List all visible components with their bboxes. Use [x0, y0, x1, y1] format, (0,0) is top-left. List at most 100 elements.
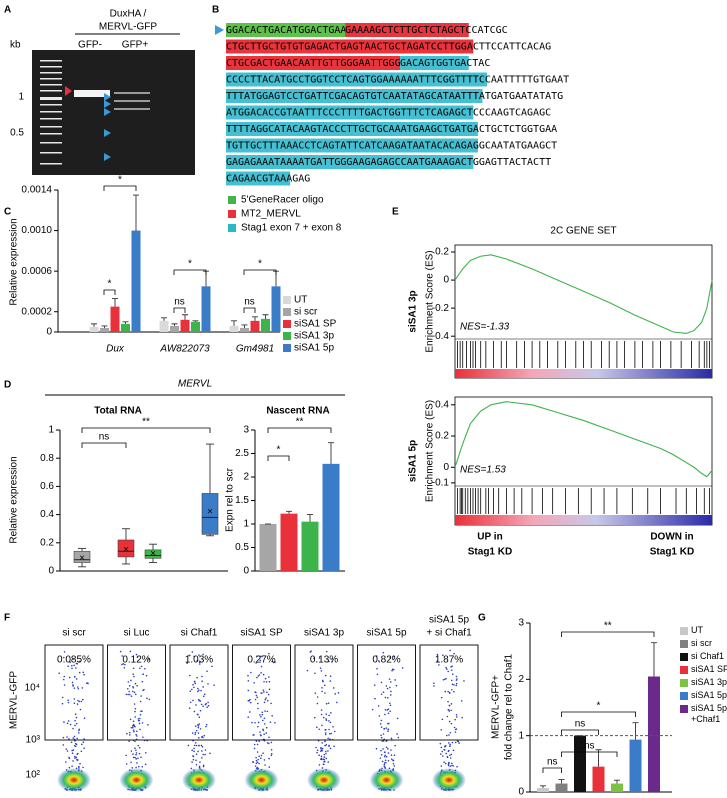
- flow-dot: [387, 728, 390, 731]
- flow-dot: [380, 681, 383, 684]
- flow-dot: [204, 703, 207, 706]
- error-bar: [540, 785, 546, 789]
- flow-gate: [169, 644, 229, 741]
- flow-label: + si Chaf1: [426, 628, 472, 639]
- flow-dot: [319, 750, 322, 752]
- flow-dot: [327, 737, 329, 740]
- flow-dot: [197, 750, 199, 753]
- flow-dot: [137, 765, 140, 768]
- flow-dot: [264, 723, 266, 725]
- error-bar: [252, 316, 258, 321]
- flow-dot: [136, 656, 139, 658]
- gsea-label: siSA1 5p: [408, 440, 419, 482]
- flow-dot: [329, 747, 332, 750]
- flow-dot: [385, 740, 388, 743]
- flow-dot: [440, 765, 443, 767]
- sequence-text: CTGCGACTGAACAATTGTTGGGAATTGGGCTGCCGACT: [226, 58, 455, 69]
- gel-lane-label: GFP+: [122, 40, 149, 51]
- flow-dot: [318, 657, 321, 659]
- flow-dot: [202, 765, 205, 768]
- flow-dot: [196, 659, 199, 662]
- legend-label: UT: [294, 295, 307, 306]
- flow-dot: [193, 744, 196, 747]
- flow-dot: [261, 713, 264, 716]
- flow-dot: [191, 688, 193, 691]
- flow-dot: [256, 655, 258, 657]
- flow-dot: [78, 671, 81, 674]
- y-tick-label: 0.2: [40, 537, 54, 548]
- flow-dot: [309, 651, 312, 653]
- flow-dot: [194, 731, 197, 734]
- flow-dot: [254, 698, 257, 701]
- flow-dot: [193, 710, 196, 713]
- flow-dot: [75, 667, 77, 669]
- flow-dot: [315, 746, 317, 749]
- sequence-text: GACAGTGGTGACTAC: [400, 58, 490, 69]
- es-curve: [454, 254, 713, 334]
- flow-dot: [247, 716, 250, 718]
- gel-band: [114, 100, 150, 102]
- y-axis-label: MERVL-GFP+: [491, 675, 502, 739]
- flow-dot: [71, 752, 74, 755]
- sequence-text: ATGGACACCGTAATTTCCCTTTTGACTGGTTTCTCAGAGC…: [226, 108, 551, 119]
- flow-dot: [313, 657, 315, 660]
- flow-dot: [452, 749, 455, 752]
- significance-bracket: [103, 185, 137, 191]
- flow-dot: [325, 752, 327, 755]
- flow-dot: [255, 756, 257, 759]
- flow-dot: [82, 766, 84, 769]
- flow-dot: [148, 658, 150, 661]
- flow-dot: [266, 710, 269, 713]
- sequence-highlight: [226, 56, 401, 70]
- legend-swatch: [283, 344, 291, 352]
- flow-dot: [75, 743, 78, 746]
- flow-dot: [265, 681, 268, 683]
- flow-dot: [257, 675, 260, 677]
- flow-dot: [141, 710, 143, 712]
- flow-dot: [331, 658, 334, 660]
- flow-dot: [387, 759, 390, 762]
- rank-end-label: Stag1 KD: [650, 547, 694, 558]
- legend-label: siSA1 SP: [691, 664, 727, 674]
- flow-dot: [440, 696, 443, 699]
- flow-dot: [267, 742, 270, 745]
- flow-dot: [443, 749, 446, 751]
- y-tick-label: 0.0014: [21, 185, 52, 196]
- flow-dot: [121, 655, 123, 657]
- gate-percentage: 1.87%: [435, 655, 463, 666]
- flow-dot: [135, 733, 137, 736]
- flow-dot: [322, 763, 325, 766]
- flow-dot: [195, 753, 198, 755]
- bar: [201, 286, 211, 332]
- sequence-highlight: [226, 89, 483, 103]
- flow-dot: [83, 717, 86, 720]
- y-tick-label: 0: [443, 462, 449, 473]
- flow-dot: [67, 699, 69, 702]
- flow-dot: [67, 720, 70, 722]
- flow-dot: [387, 712, 390, 715]
- flow-dot: [132, 753, 134, 755]
- flow-dot: [74, 745, 77, 748]
- legend-swatch: [228, 210, 236, 218]
- flow-dot: [444, 690, 446, 693]
- flow-dot: [194, 742, 197, 744]
- flow-dot: [80, 750, 83, 753]
- flow-dot: [324, 729, 326, 731]
- flow-dot: [63, 684, 66, 686]
- flow-dot: [448, 691, 451, 694]
- flow-dot: [447, 764, 450, 767]
- flow-dot: [397, 736, 400, 739]
- flow-dot: [260, 754, 263, 757]
- flow-dot: [453, 684, 455, 686]
- flow-dot: [137, 744, 140, 747]
- ladder-band: [40, 118, 62, 120]
- flow-dot: [393, 754, 396, 756]
- flow-dot: [68, 756, 70, 759]
- flow-dot: [454, 728, 457, 731]
- flow-dot: [202, 764, 205, 767]
- flow-label: siSA1 5p: [429, 615, 469, 626]
- flow-dot: [135, 758, 138, 760]
- mean-marker: ×: [79, 553, 85, 564]
- flow-dot: [63, 675, 66, 678]
- flow-dot: [460, 700, 463, 702]
